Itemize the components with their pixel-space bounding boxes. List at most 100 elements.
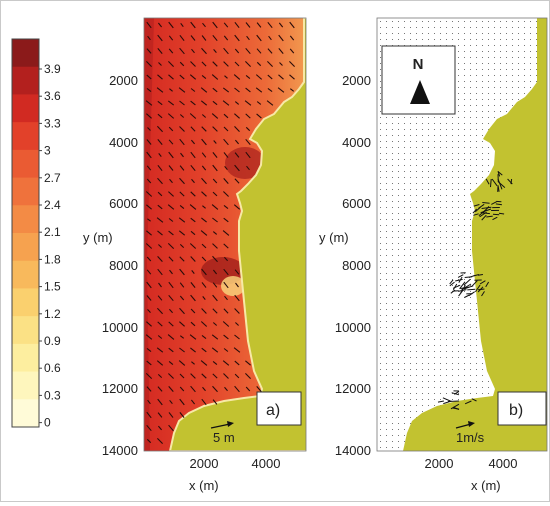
current-vector [386,339,387,340]
current-vector [428,129,429,130]
current-vector [392,387,393,388]
current-vector [386,273,387,274]
current-vector [422,243,423,244]
colorbar-segment [12,261,39,289]
current-vector [440,267,441,268]
current-vector [410,285,411,286]
current-vector [464,69,465,70]
current-vector [476,387,477,388]
current-vector [536,39,537,40]
current-vector [410,369,411,370]
current-vector [416,147,417,148]
current-vector [434,33,435,34]
current-vector [380,159,381,160]
colorbar-tick-label: 3.9 [44,62,61,76]
current-vector [386,237,387,238]
current-vector [380,69,381,70]
current-vector [482,369,483,370]
current-vector [470,393,471,394]
current-vector [422,405,423,406]
current-vector [440,207,441,208]
current-vector [380,99,381,100]
current-vector [386,381,387,382]
panel_a-y-tick-label: 6000 [109,196,138,211]
current-vector [458,357,459,358]
current-vector [422,267,423,268]
current-vector [452,201,453,202]
current-vector [470,309,471,310]
current-vector [404,315,405,316]
current-vector [428,183,429,184]
current-vector [416,381,417,382]
current-vector [404,33,405,34]
current-vector [404,405,405,406]
current-arrow [499,213,504,214]
current-vector [434,207,435,208]
current-vector [482,381,483,382]
current-vector [446,231,447,232]
current-vector [470,105,471,106]
current-vector [434,375,435,376]
current-vector [524,87,525,88]
current-vector [482,171,483,172]
current-arrow [467,289,475,290]
current-vector [470,75,471,76]
panel-a-y-axis-label: y (m) [83,230,113,245]
current-vector [398,447,399,448]
current-vector [440,183,441,184]
current-vector [452,309,453,310]
current-vector [470,381,471,382]
current-vector [404,369,405,370]
current-vector [536,81,537,82]
current-vector [422,225,423,226]
colorbar-segment [12,178,39,206]
current-vector [410,141,411,142]
current-vector [452,249,453,250]
panel_b-y-tick-label: 14000 [335,443,371,458]
current-vector [458,321,459,322]
current-vector [464,327,465,328]
current-vector [446,159,447,160]
current-vector [404,279,405,280]
current-vector [416,231,417,232]
current-vector [440,387,441,388]
current-vector [536,45,537,46]
current-vector [536,33,537,34]
current-vector [398,39,399,40]
current-vector [452,129,453,130]
current-vector [416,321,417,322]
current-vector [428,213,429,214]
current-vector [470,249,471,250]
current-vector [386,219,387,220]
current-vector [434,231,435,232]
current-vector [422,363,423,364]
current-vector [422,309,423,310]
current-vector [404,441,405,442]
current-vector [386,135,387,136]
current-vector [404,411,405,412]
current-vector [482,51,483,52]
current-vector [398,237,399,238]
current-vector [392,369,393,370]
current-vector [446,21,447,22]
current-vector [434,351,435,352]
current-vector [494,63,495,64]
current-vector [458,363,459,364]
current-vector [428,393,429,394]
current-vector [512,105,513,106]
current-vector [398,177,399,178]
current-vector [452,177,453,178]
current-vector [422,189,423,190]
current-vector [476,27,477,28]
current-vector [416,267,417,268]
current-vector [470,147,471,148]
current-vector [434,225,435,226]
current-vector [392,123,393,124]
current-vector [452,225,453,226]
current-vector [434,357,435,358]
current-vector [446,285,447,286]
current-vector [440,363,441,364]
current-vector [386,405,387,406]
current-vector [530,39,531,40]
current-vector [410,207,411,208]
